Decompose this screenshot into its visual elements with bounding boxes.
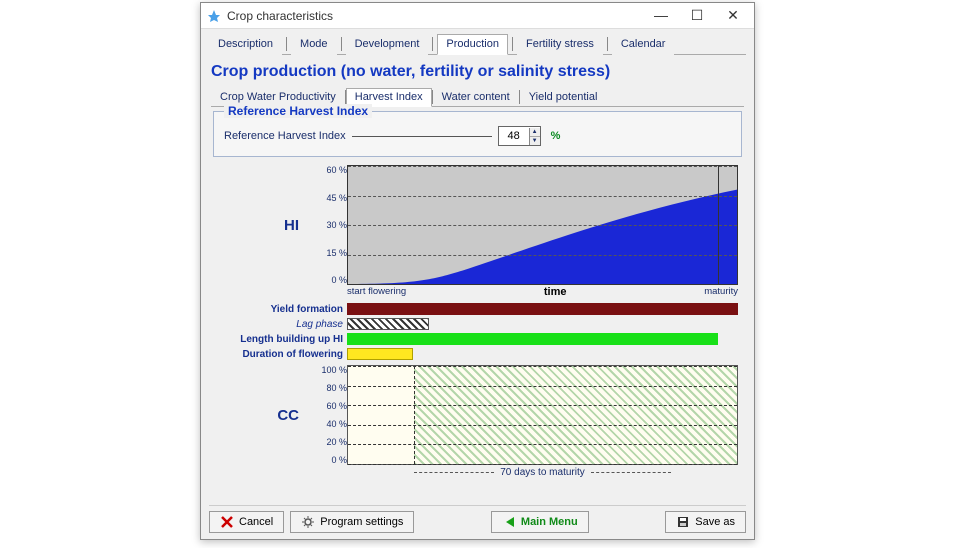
hi-x-right: maturity bbox=[704, 286, 738, 298]
length-building-label: Length building up HI bbox=[217, 334, 347, 345]
spin-down-icon[interactable]: ▼ bbox=[530, 137, 540, 145]
crop-characteristics-window: Crop characteristics — ☐ ✕ Description Mo… bbox=[200, 2, 755, 540]
length-building-bar bbox=[347, 333, 718, 345]
hi-axis-label: HI bbox=[217, 217, 307, 234]
cancel-button[interactable]: Cancel bbox=[209, 511, 284, 533]
yield-formation-label: Yield formation bbox=[217, 304, 347, 315]
cc-y-axis: 100 %80 %60 %40 %20 %0 % bbox=[307, 365, 347, 465]
tab-development[interactable]: Development bbox=[346, 34, 429, 55]
reference-hi-label: Reference Harvest Index bbox=[224, 130, 346, 142]
settings-icon bbox=[301, 515, 315, 529]
save-icon bbox=[676, 515, 690, 529]
tab-description[interactable]: Description bbox=[209, 34, 282, 55]
days-to-maturity-label: 70 days to maturity bbox=[494, 467, 590, 478]
reference-hi-unit: % bbox=[551, 130, 561, 142]
main-menu-button[interactable]: Main Menu bbox=[491, 511, 589, 533]
close-button[interactable]: ✕ bbox=[724, 7, 742, 24]
maximize-button[interactable]: ☐ bbox=[688, 7, 706, 24]
reference-hi-group: Reference Harvest Index Reference Harves… bbox=[213, 111, 742, 157]
lag-phase-bar bbox=[347, 318, 429, 330]
minimize-button[interactable]: — bbox=[652, 7, 670, 24]
save-as-button[interactable]: Save as bbox=[665, 511, 746, 533]
reference-hi-spinner[interactable]: ▲ ▼ bbox=[498, 126, 541, 146]
cc-chart bbox=[347, 365, 738, 465]
window-title: Crop characteristics bbox=[227, 9, 652, 23]
timeline-bars: Yield formation Lag phase Length buildin… bbox=[217, 302, 738, 361]
yield-formation-bar bbox=[347, 303, 738, 315]
hi-x-left: start flowering bbox=[347, 286, 406, 298]
hi-chart bbox=[347, 165, 738, 285]
subtab-yield-potential[interactable]: Yield potential bbox=[520, 88, 607, 107]
duration-flowering-bar bbox=[347, 348, 413, 360]
tab-calendar[interactable]: Calendar bbox=[612, 34, 675, 55]
cc-axis-label: CC bbox=[217, 407, 307, 424]
duration-flowering-label: Duration of flowering bbox=[217, 349, 347, 360]
hi-x-axis: start flowering time maturity bbox=[347, 285, 738, 298]
cancel-icon bbox=[220, 515, 234, 529]
main-menu-icon bbox=[502, 515, 516, 529]
cc-bottom-axis: 70 days to maturity bbox=[347, 465, 738, 478]
page-heading: Crop production (no water, fertility or … bbox=[209, 61, 746, 87]
tab-production[interactable]: Production bbox=[437, 34, 508, 55]
footer-buttons: Cancel Program settings Main Menu Save a… bbox=[209, 505, 746, 533]
app-icon bbox=[207, 9, 221, 23]
lag-phase-label: Lag phase bbox=[217, 319, 347, 330]
spin-up-icon[interactable]: ▲ bbox=[530, 128, 540, 137]
program-settings-button[interactable]: Program settings bbox=[290, 511, 414, 533]
content-panel: Description Mode Development Production Fert… bbox=[201, 29, 754, 486]
main-tabs: Description Mode Development Production Fert… bbox=[209, 33, 746, 55]
tab-mode[interactable]: Mode bbox=[291, 34, 337, 55]
hi-y-axis: 60 %45 %30 %15 %0 % bbox=[307, 165, 347, 285]
groupbox-legend: Reference Harvest Index bbox=[224, 104, 372, 118]
titlebar: Crop characteristics — ☐ ✕ bbox=[201, 3, 754, 29]
label-line bbox=[352, 136, 492, 137]
tab-fertility-stress[interactable]: Fertility stress bbox=[517, 34, 603, 55]
hi-x-center: time bbox=[544, 286, 567, 298]
subtab-water-content[interactable]: Water content bbox=[433, 88, 519, 107]
reference-hi-input[interactable] bbox=[499, 130, 529, 142]
